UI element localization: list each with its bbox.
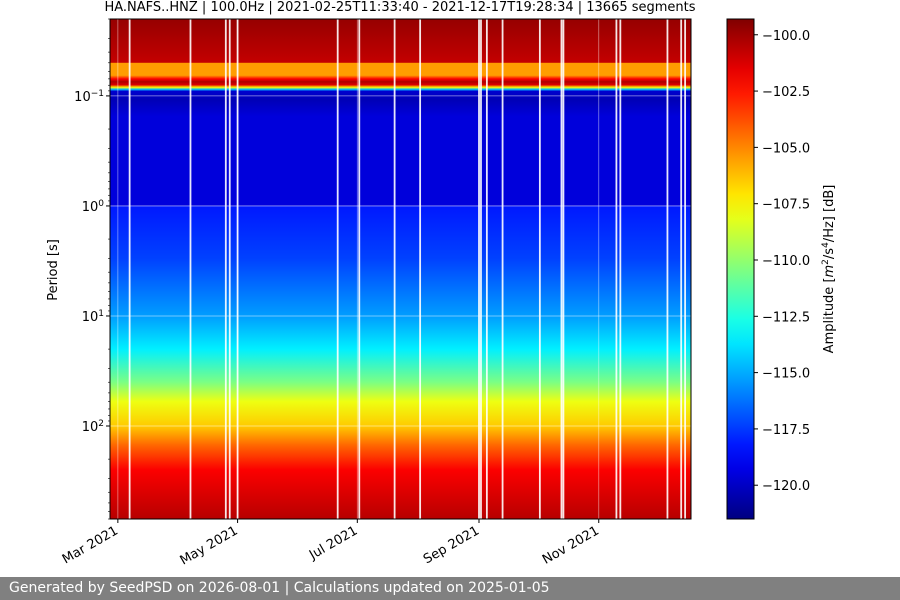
spectrogram-plot [110, 19, 691, 519]
colorbar-gradient [726, 18, 755, 520]
data-gap-line [336, 19, 339, 519]
data-gap-line [615, 19, 618, 519]
data-gap-line [485, 19, 488, 519]
y-tick-label: 101 [82, 309, 104, 325]
y-tick-label: 10−1 [74, 89, 104, 105]
data-gap-line [419, 19, 422, 519]
data-gap-line [358, 19, 361, 519]
x-tick-label: Nov 2021 [540, 523, 602, 567]
colorbar-tick-label: −115.0 [762, 367, 810, 382]
x-tick-label: Jul 2021 [306, 523, 360, 563]
x-tick-label: Sep 2021 [421, 523, 482, 567]
colorbar-label: Amplitude [m2/s4/Hz] [dB] [821, 185, 837, 354]
colorbar-tick-label: −117.5 [762, 423, 810, 438]
colorbar: −100.0 −102.5 −105.0 −107.5 −110.0 −112.5 −115… [726, 18, 810, 520]
data-gap-line [666, 19, 669, 519]
grid-lines [109, 18, 692, 520]
data-gap-line [480, 19, 482, 519]
data-gap-line [393, 19, 396, 519]
data-gap-line [684, 19, 687, 519]
data-gap-line [128, 19, 131, 519]
x-tick-label: May 2021 [178, 523, 241, 568]
data-gap-line [619, 19, 622, 519]
plot-frame [109, 18, 692, 520]
colorbar-tick-label: −112.5 [762, 310, 810, 325]
y-tick-label: 100 [82, 199, 105, 215]
footer-text: Generated by SeedPSD on 2026-08-01 | Cal… [9, 580, 550, 596]
data-gap-line [562, 19, 565, 519]
colorbar-tick-label: −107.5 [762, 198, 810, 213]
psd-chart: HA.NAFS..HNZ | 100.0Hz | 2021-02-25T11:3… [46, 0, 837, 569]
chart-title: HA.NAFS..HNZ | 100.0Hz | 2021-02-25T11:3… [104, 0, 695, 15]
x-tick-label: Mar 2021 [60, 523, 121, 567]
y-axis-label: Period [s] [46, 239, 61, 301]
colorbar-tick-label: −100.0 [762, 29, 810, 44]
colorbar-tick-label: −105.0 [762, 141, 810, 156]
data-gap-line [560, 19, 563, 519]
data-gap-line [224, 19, 227, 519]
data-gap-line [501, 19, 504, 519]
y-tick-label: 102 [82, 419, 104, 435]
x-axis: Mar 2021 May 2021 Jul 2021 Sep 2021 Nov 2021 [60, 519, 602, 569]
colorbar-tick-label: −120.0 [762, 479, 810, 494]
data-gap-line [228, 19, 231, 519]
colorbar-tick-label: −110.0 [762, 254, 810, 269]
microseism-band [110, 62, 691, 206]
data-gap-line [189, 19, 192, 519]
footer-bar: Generated by SeedPSD on 2026-08-01 | Cal… [0, 577, 900, 600]
data-gap-line [538, 19, 541, 519]
y-axis: 10−1 100 101 102 [74, 18, 110, 520]
data-gap-line [680, 19, 683, 519]
colorbar-tick-label: −102.5 [762, 85, 810, 100]
